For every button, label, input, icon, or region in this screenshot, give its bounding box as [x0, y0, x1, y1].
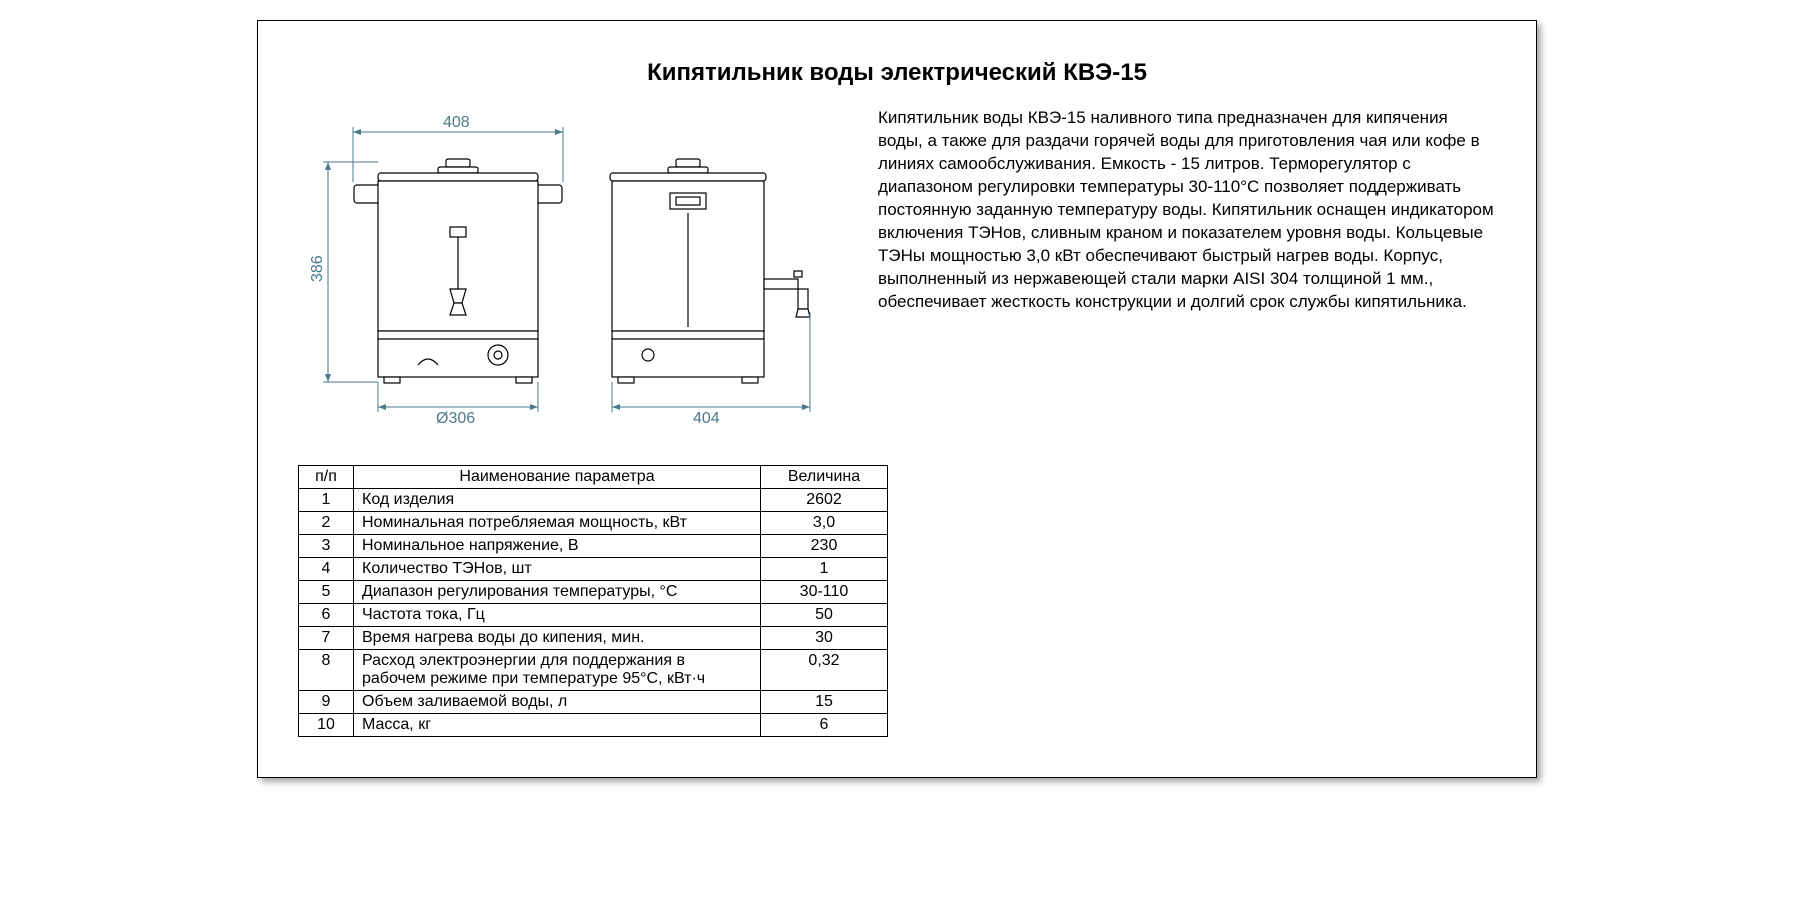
cell-name: Время нагрева воды до кипения, мин. — [354, 627, 761, 650]
cell-name: Расход электроэнергии для поддержания в … — [354, 650, 761, 691]
cell-num: 1 — [299, 489, 354, 512]
table-row: 4Количество ТЭНов, шт1 — [299, 558, 888, 581]
cell-num: 9 — [299, 691, 354, 714]
table-row: 2Номинальная потребляемая мощность, кВт3… — [299, 512, 888, 535]
table-row: 1Код изделия2602 — [299, 489, 888, 512]
table-row: 6Частота тока, Гц50 — [299, 604, 888, 627]
th-val: Величина — [761, 466, 888, 489]
cell-num: 8 — [299, 650, 354, 691]
cell-val: 15 — [761, 691, 888, 714]
table-row: 10Масса, кг6 — [299, 714, 888, 737]
dim-top-width: 408 — [443, 114, 470, 131]
dim-diameter: Ø306 — [436, 410, 475, 427]
cell-val: 2602 — [761, 489, 888, 512]
cell-num: 3 — [299, 535, 354, 558]
table-row: 8Расход электроэнергии для поддержания в… — [299, 650, 888, 691]
cell-name: Номинальная потребляемая мощность, кВт — [354, 512, 761, 535]
cell-name: Номинальное напряжение, В — [354, 535, 761, 558]
spec-table: п/п Наименование параметра Величина 1Код… — [298, 465, 888, 737]
cell-name: Объем заливаемой воды, л — [354, 691, 761, 714]
cell-num: 5 — [299, 581, 354, 604]
description-text: Кипятильник воды КВЭ-15 наливного типа п… — [878, 107, 1496, 437]
cell-val: 50 — [761, 604, 888, 627]
table-row: 7Время нагрева воды до кипения, мин.30 — [299, 627, 888, 650]
spec-sheet: Кипятильник воды электрический КВЭ-15 40… — [257, 20, 1537, 778]
cell-name: Код изделия — [354, 489, 761, 512]
th-num: п/п — [299, 466, 354, 489]
cell-num: 7 — [299, 627, 354, 650]
table-row: 5Диапазон регулирования температуры, °С3… — [299, 581, 888, 604]
front-view — [354, 159, 562, 383]
th-name: Наименование параметра — [354, 466, 761, 489]
cell-val: 30 — [761, 627, 888, 650]
page-title: Кипятильник воды электрический КВЭ-15 — [298, 59, 1496, 87]
dim-side-width: 404 — [693, 410, 720, 427]
cell-name: Частота тока, Гц — [354, 604, 761, 627]
cell-val: 1 — [761, 558, 888, 581]
technical-drawing: 408 386 Ø306 — [298, 107, 858, 437]
cell-name: Диапазон регулирования температуры, °С — [354, 581, 761, 604]
table-row: 9Объем заливаемой воды, л15 — [299, 691, 888, 714]
cell-num: 2 — [299, 512, 354, 535]
side-view — [610, 159, 810, 383]
cell-name: Масса, кг — [354, 714, 761, 737]
cell-val: 230 — [761, 535, 888, 558]
upper-row: 408 386 Ø306 — [298, 107, 1496, 437]
cell-val: 0,32 — [761, 650, 888, 691]
cell-num: 10 — [299, 714, 354, 737]
cell-val: 30-110 — [761, 581, 888, 604]
cell-name: Количество ТЭНов, шт — [354, 558, 761, 581]
cell-num: 6 — [299, 604, 354, 627]
cell-val: 6 — [761, 714, 888, 737]
cell-val: 3,0 — [761, 512, 888, 535]
table-row: 3Номинальное напряжение, В230 — [299, 535, 888, 558]
dim-height: 386 — [309, 255, 326, 282]
cell-num: 4 — [299, 558, 354, 581]
